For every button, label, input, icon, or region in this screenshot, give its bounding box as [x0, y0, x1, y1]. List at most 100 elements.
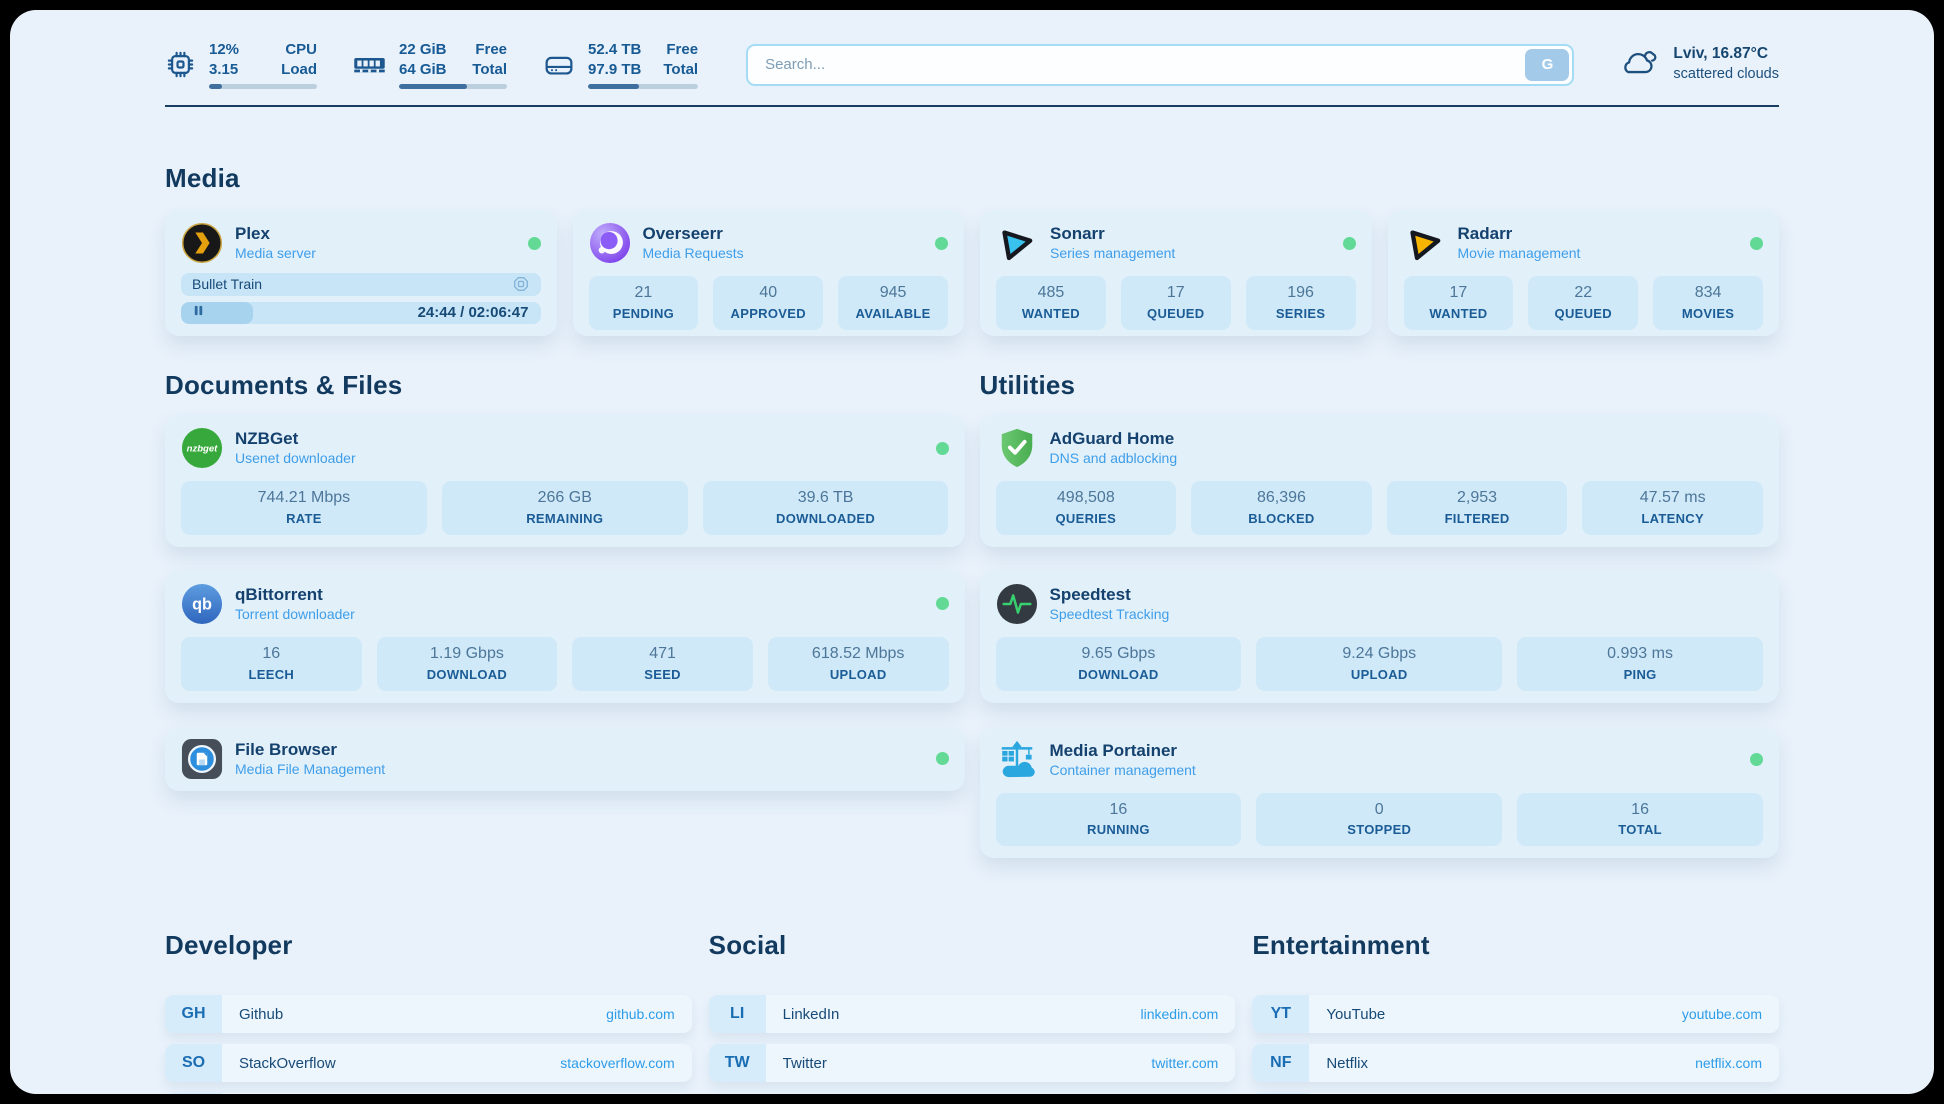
link-abbr: GH [165, 995, 222, 1034]
cpu-icon [165, 49, 196, 80]
link-abbr: LI [708, 995, 766, 1034]
status-dot [935, 236, 948, 250]
status-dot [935, 597, 949, 611]
stat-box: 17 WANTED [1403, 276, 1514, 330]
link-name: YouTube [1326, 1005, 1386, 1023]
section-title-developer: Developer [165, 930, 293, 961]
link-abbr: YT [1252, 995, 1310, 1034]
disk-total-label: Total [663, 60, 699, 78]
link-domain: netflix.com [1695, 1055, 1762, 1072]
section-title-social: Social [708, 930, 787, 961]
link-netflix[interactable]: NF Netflix netflix.com [1252, 1044, 1779, 1083]
search-provider-button[interactable]: G [1525, 48, 1570, 81]
service-name: Overseerr [642, 224, 723, 244]
stat-box: 266 GB REMAINING [441, 481, 688, 535]
service-card-adguard[interactable]: AdGuard Home DNS and adblocking 498,508 … [979, 415, 1779, 547]
service-card-sonarr[interactable]: Sonarr Series management 485 WANTED 17 Q… [980, 210, 1372, 336]
links-group-developer: Developer GH Github github.com SO StackO… [165, 930, 692, 1094]
qbittorrent-icon: qb [181, 583, 223, 625]
stat-box: 17 QUEUED [1120, 276, 1231, 330]
link-youtube[interactable]: YT YouTube youtube.com [1252, 995, 1779, 1034]
stat-box: 744.21 Mbps RATE [181, 481, 427, 535]
service-card-nzbget[interactable]: nzbget NZBGet Usenet downloader 744.21 M… [165, 415, 965, 547]
service-name: Plex [235, 224, 270, 244]
link-domain: stackoverflow.com [560, 1055, 675, 1072]
service-subtitle: Speedtest Tracking [1049, 606, 1170, 623]
link-abbr: RE [1252, 1093, 1310, 1094]
status-dot [1750, 753, 1763, 767]
disk-icon [543, 52, 575, 78]
link-twitter[interactable]: TW Twitter twitter.com [708, 1044, 1236, 1083]
link-name: Netflix [1326, 1054, 1369, 1072]
stat-box: 16 LEECH [181, 636, 362, 691]
stat-box: 485 WANTED [996, 276, 1106, 330]
link-domain: linkedin.com [1140, 1006, 1219, 1023]
stat-box: 9.24 Gbps UPLOAD [1256, 636, 1503, 691]
playback-time: 24:44 / 02:06:47 [417, 304, 529, 322]
stat-box: 945 AVAILABLE [838, 276, 948, 330]
cpu-stat: 12% 3.15 CPU Load [165, 40, 317, 89]
weather-widget: Lviv, 16.87°C scattered clouds [1618, 44, 1779, 84]
dashboard-panel: 12% 3.15 CPU Load [10, 10, 1934, 1094]
link-linkedin[interactable]: LI LinkedIn linkedin.com [708, 995, 1236, 1034]
service-name: NZBGet [235, 429, 299, 449]
service-card-portainer[interactable]: Media Portainer Container management 16 … [979, 726, 1779, 859]
weather-location-temp: Lviv, 16.87°C [1673, 45, 1769, 63]
service-subtitle: Media File Management [235, 760, 386, 777]
pause-icon [192, 304, 205, 322]
link-name: Github [239, 1005, 284, 1023]
section-title-utilities: Utilities [979, 370, 1076, 400]
now-playing-title: Bullet Train [192, 276, 263, 293]
cpu-progress-bar [209, 84, 317, 89]
service-card-qbittorrent[interactable]: qb qBittorrent Torrent downloader 16 LEE… [165, 570, 965, 703]
link-github[interactable]: GH Github github.com [165, 995, 692, 1034]
service-card-overseerr[interactable]: Overseerr Media Requests 21 PENDING 40 A… [572, 210, 964, 336]
stat-box: 40 APPROVED [713, 276, 824, 330]
service-subtitle: DNS and adblocking [1049, 450, 1178, 467]
stat-box: 1.19 Gbps DOWNLOAD [376, 636, 558, 691]
service-card-filebrowser[interactable]: File Browser Media File Management [165, 726, 965, 791]
stat-box: 86,396 BLOCKED [1191, 481, 1372, 535]
nzbget-icon: nzbget [181, 427, 223, 469]
service-subtitle: Movie management [1457, 245, 1581, 262]
service-subtitle: Torrent downloader [235, 606, 355, 623]
service-subtitle: Container management [1049, 761, 1196, 778]
status-dot [935, 441, 949, 455]
service-name: Sonarr [1050, 224, 1105, 244]
status-dot [527, 236, 541, 250]
stat-box: 9.65 Gbps DOWNLOAD [995, 636, 1242, 691]
stat-box: 39.6 TB DOWNLOADED [702, 481, 949, 535]
service-name: Media Portainer [1049, 740, 1178, 760]
media-cards-row: Plex Media server Bullet Train [165, 210, 1779, 336]
service-card-plex[interactable]: Plex Media server Bullet Train [165, 210, 557, 336]
svg-text:nzbget: nzbget [187, 443, 219, 454]
stat-box: 0.993 ms PING [1517, 636, 1763, 691]
search-bar: G [746, 43, 1575, 86]
service-card-speedtest[interactable]: Speedtest Speedtest Tracking 9.65 Gbps D… [979, 570, 1779, 703]
disk-progress-bar [588, 84, 699, 89]
service-card-radarr[interactable]: Radarr Movie management 17 WANTED 22 QUE… [1387, 210, 1779, 336]
service-name: qBittorrent [235, 584, 323, 604]
service-name: File Browser [235, 739, 338, 759]
disk-free-value: 52.4 TB [588, 41, 642, 58]
stat-box: 196 SERIES [1245, 276, 1356, 330]
disk-free-label: Free [666, 41, 699, 58]
utilities-column: Utilities [979, 370, 1779, 882]
disk-total-value: 97.9 TB [588, 60, 642, 78]
search-input[interactable] [746, 43, 1575, 86]
link-stackoverflow[interactable]: SO StackOverflow stackoverflow.com [165, 1044, 692, 1083]
link-reddit[interactable]: RE Reddit reddit.com [1252, 1093, 1779, 1094]
link-abbr: TW [708, 1044, 766, 1083]
status-dot [1750, 236, 1763, 250]
stat-box: 22 QUEUED [1528, 276, 1639, 330]
section-title-entertainment: Entertainment [1252, 930, 1430, 961]
status-dot [935, 752, 949, 766]
now-playing-settings-icon [512, 275, 530, 293]
plex-icon [181, 222, 223, 264]
link-dev[interactable]: DT DEV dev.to [165, 1093, 692, 1094]
disk-stat: 52.4 TB 97.9 TB Free Total [543, 40, 699, 89]
speedtest-icon [996, 583, 1038, 625]
service-name: Speedtest [1049, 584, 1131, 604]
memory-icon [353, 53, 386, 77]
adguard-icon [996, 427, 1038, 469]
